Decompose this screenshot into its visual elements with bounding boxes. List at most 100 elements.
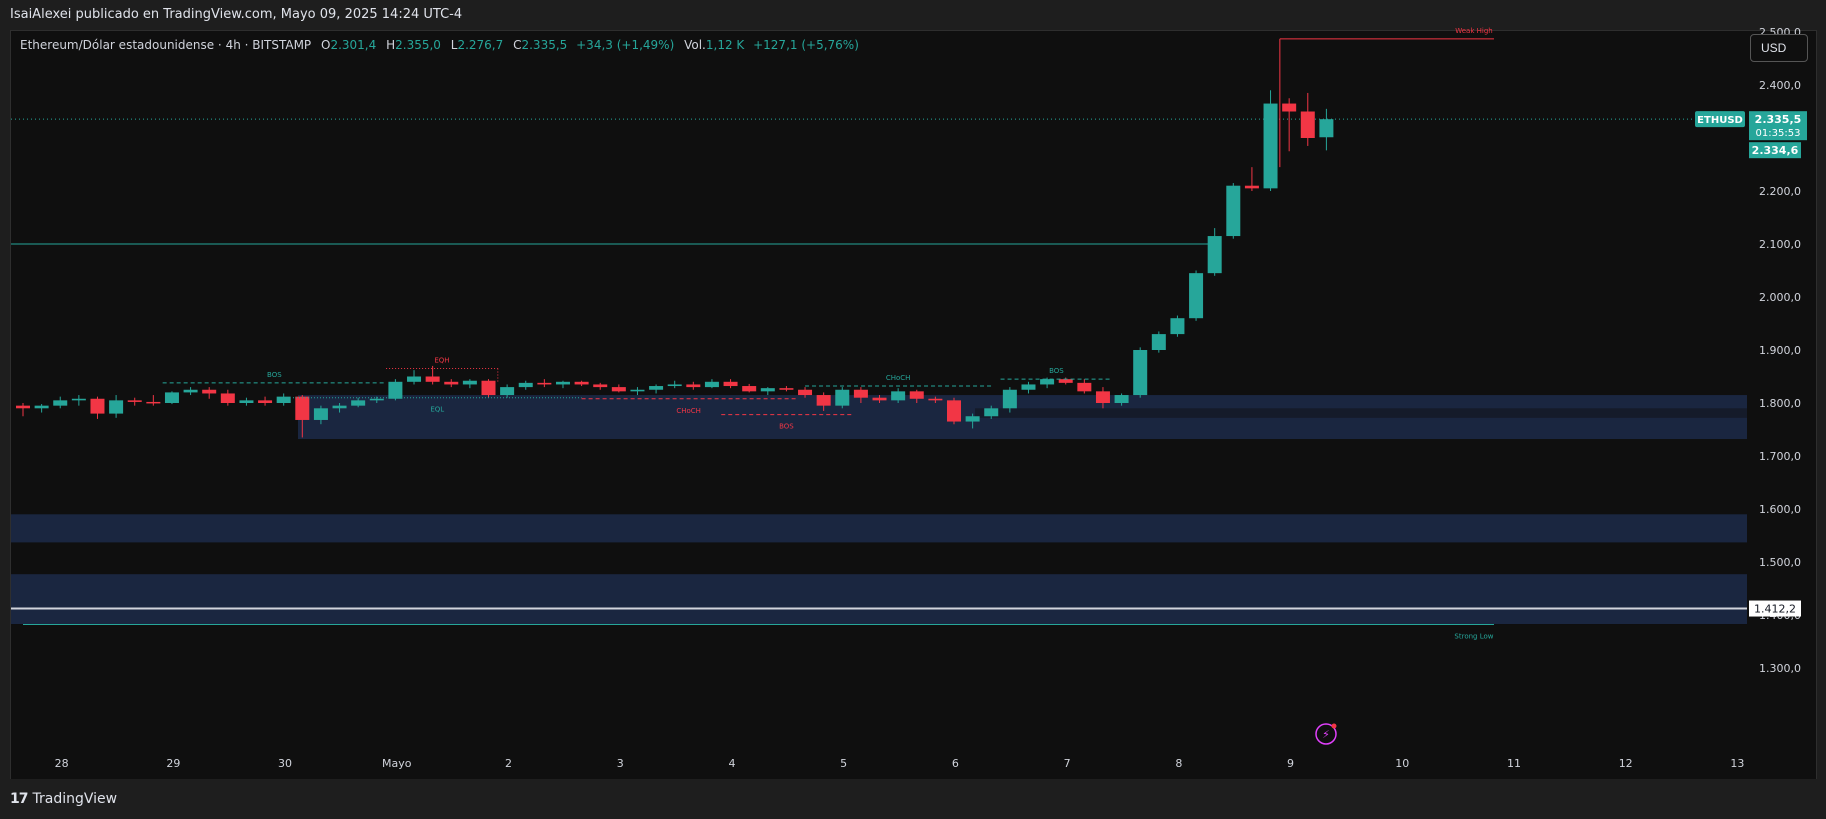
candle-body — [1151, 334, 1166, 350]
event-badge-dot — [1331, 723, 1337, 729]
x-axis-tick-label: 6 — [952, 757, 959, 770]
annotation-label: BOS — [779, 423, 794, 431]
footer — [0, 779, 1826, 819]
candle-body — [835, 389, 850, 406]
annotation-label: CHoCH — [886, 374, 911, 382]
candle-body — [407, 376, 422, 382]
x-axis-tick-label: Mayo — [382, 757, 412, 770]
demand-zone — [11, 574, 1747, 625]
y-axis-tick-label: 1.700,0 — [1759, 450, 1801, 463]
annotation-label: CHoCH — [676, 407, 701, 415]
candle-body — [1207, 236, 1222, 274]
candle-body — [1244, 185, 1259, 189]
candle-body — [798, 389, 813, 396]
candle-body — [909, 391, 924, 399]
open-value: 2.301,4 — [330, 38, 377, 52]
tradingview-brand[interactable]: 𝟭𝟳 TradingView — [10, 791, 117, 807]
candle-body — [537, 382, 552, 385]
y-axis-tick-label: 2.200,0 — [1759, 185, 1801, 198]
level-price-value: 1.412,2 — [1754, 603, 1796, 616]
close-value: 2.335,5 — [521, 38, 568, 52]
candle-body — [872, 397, 887, 401]
symbol-name[interactable]: Ethereum/Dólar estadounidense · 4h · BIT… — [20, 38, 312, 52]
bar-countdown: 01:35:53 — [1756, 128, 1801, 139]
candle-body — [444, 381, 459, 385]
candle-body — [686, 384, 701, 388]
x-axis-tick-label: 8 — [1175, 757, 1182, 770]
volume-change: +127,1 (+5,76%) — [753, 38, 859, 52]
candle-body — [1002, 389, 1017, 409]
low-value: 2.276,7 — [457, 38, 504, 52]
candle-body — [220, 393, 235, 403]
annotation-label: BOS — [1049, 367, 1064, 375]
candle-body — [388, 381, 403, 399]
candle-body — [611, 387, 626, 392]
candle-body — [723, 381, 738, 387]
candle-body — [16, 405, 30, 409]
x-axis-tick-label: 5 — [840, 757, 847, 770]
candle-body — [276, 396, 291, 403]
candle-body — [313, 408, 328, 420]
demand-zone — [298, 395, 1747, 440]
candle-body — [574, 381, 589, 385]
x-axis-tick-label: 28 — [55, 757, 69, 770]
tradingview-logo-icon: 𝟭𝟳 — [10, 791, 29, 807]
annotation-label: Strong Low — [1454, 633, 1493, 641]
last-price-value: 2.335,5 — [1755, 113, 1802, 126]
candle-body — [742, 386, 757, 392]
bid-price-tag — [1749, 142, 1801, 159]
zone-gap — [975, 408, 1747, 418]
x-axis-tick-label: 12 — [1619, 757, 1633, 770]
candle-body — [1319, 119, 1334, 138]
y-axis-tick-label: 1.600,0 — [1759, 503, 1801, 516]
candle-body — [853, 389, 868, 398]
candle-body — [481, 380, 496, 396]
symbol-legend: Ethereum/Dólar estadounidense · 4h · BIT… — [20, 38, 859, 52]
candle-body — [425, 376, 440, 382]
candle-body — [1114, 395, 1129, 403]
candle-body — [462, 380, 477, 385]
x-axis-tick-label: 13 — [1730, 757, 1744, 770]
candle-body — [500, 387, 515, 396]
x-axis-tick-label: 11 — [1507, 757, 1521, 770]
x-axis-tick-label: 7 — [1064, 757, 1071, 770]
y-axis-tick-label: 2.100,0 — [1759, 238, 1801, 251]
annotation-label: EQL — [430, 406, 444, 414]
publisher-info: IsaiAlexei publicado en TradingView.com,… — [10, 7, 463, 22]
candle-body — [109, 400, 124, 414]
candle-body — [816, 395, 831, 406]
high-label: H — [386, 38, 396, 52]
annotation-label: Weak High — [1455, 27, 1492, 35]
candle-body — [258, 400, 273, 403]
candle-body — [984, 408, 999, 417]
x-axis-tick-label: 9 — [1287, 757, 1294, 770]
y-axis-tick-label: 1.500,0 — [1759, 556, 1801, 569]
level-price-tag — [1749, 600, 1801, 617]
candle-body — [1226, 185, 1241, 237]
x-axis-tick-label: 10 — [1395, 757, 1409, 770]
candle-body — [369, 398, 384, 401]
publication-header: IsaiAlexei publicado en TradingView.com,… — [0, 0, 1826, 30]
x-axis-tick-label: 3 — [617, 757, 624, 770]
change-value: +34,3 (+1,49%) — [576, 38, 675, 52]
candle-body — [704, 381, 719, 388]
candle-body — [239, 400, 254, 403]
volume-value: 1,12 K — [705, 38, 745, 52]
candle-body — [555, 381, 570, 385]
candle-body — [891, 391, 906, 401]
currency-button[interactable]: USD — [1750, 34, 1808, 62]
candle-body — [1133, 350, 1148, 396]
y-axis-tick-label: 1.300,0 — [1759, 662, 1801, 675]
close-label: C — [513, 38, 522, 52]
candle-body — [649, 386, 664, 390]
candle-body — [1189, 273, 1204, 319]
candle-body — [90, 398, 105, 414]
demand-zone — [11, 514, 1747, 543]
candle-body — [1095, 391, 1110, 403]
candle-body — [1077, 382, 1092, 392]
candle-body — [1300, 111, 1315, 138]
candle-body — [202, 389, 217, 394]
high-value: 2.355,0 — [395, 38, 441, 52]
candle-body — [71, 398, 86, 401]
